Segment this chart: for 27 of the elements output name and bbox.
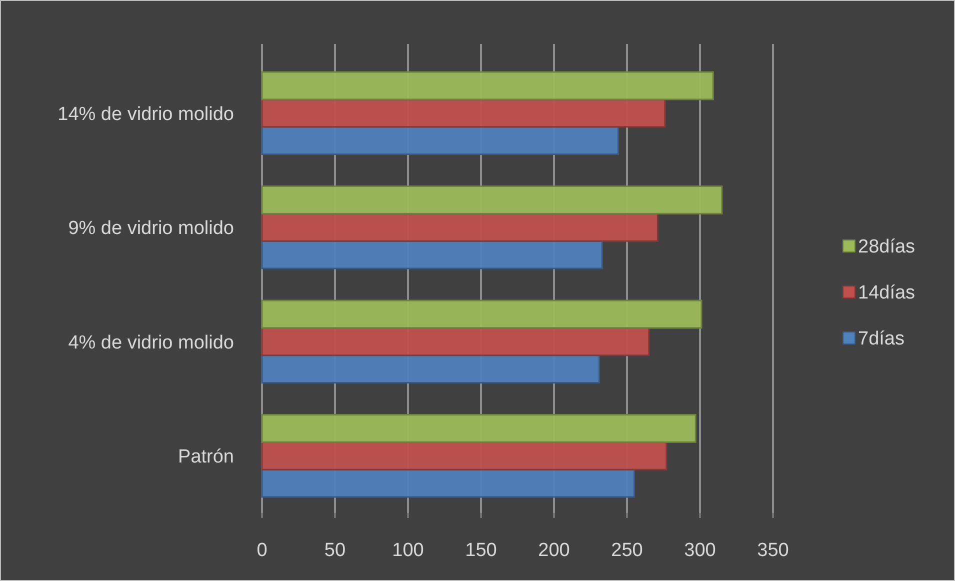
legend-label: 7días bbox=[858, 328, 904, 350]
bar bbox=[261, 212, 658, 242]
bar bbox=[261, 185, 723, 214]
bar bbox=[261, 468, 636, 498]
x-tick-label: 0 bbox=[256, 540, 268, 561]
x-tick-label: 300 bbox=[684, 540, 716, 561]
bar bbox=[261, 98, 666, 128]
bar bbox=[261, 300, 702, 329]
x-tick-label: 250 bbox=[611, 540, 643, 561]
bar bbox=[261, 126, 619, 156]
legend-label: 28días bbox=[858, 236, 916, 258]
x-tick-label: 100 bbox=[392, 540, 424, 561]
legend-label: 14días bbox=[858, 282, 916, 304]
y-tick-label: 14% de vidrio molido bbox=[58, 104, 234, 125]
bar bbox=[261, 441, 668, 470]
bar bbox=[261, 327, 650, 356]
bar bbox=[261, 414, 696, 443]
y-tick-label: 4% de vidrio molido bbox=[68, 332, 234, 354]
x-tick-label: 200 bbox=[538, 540, 570, 561]
y-tick-label: Patrón bbox=[178, 446, 234, 468]
x-tick-label: 50 bbox=[324, 540, 346, 561]
x-tick-label: 150 bbox=[465, 540, 497, 561]
x-tick-label: 350 bbox=[757, 540, 789, 561]
bar bbox=[261, 354, 600, 384]
bar bbox=[261, 71, 714, 100]
bar bbox=[261, 240, 603, 270]
y-tick-label: 9% de vidrio molido bbox=[68, 218, 234, 240]
